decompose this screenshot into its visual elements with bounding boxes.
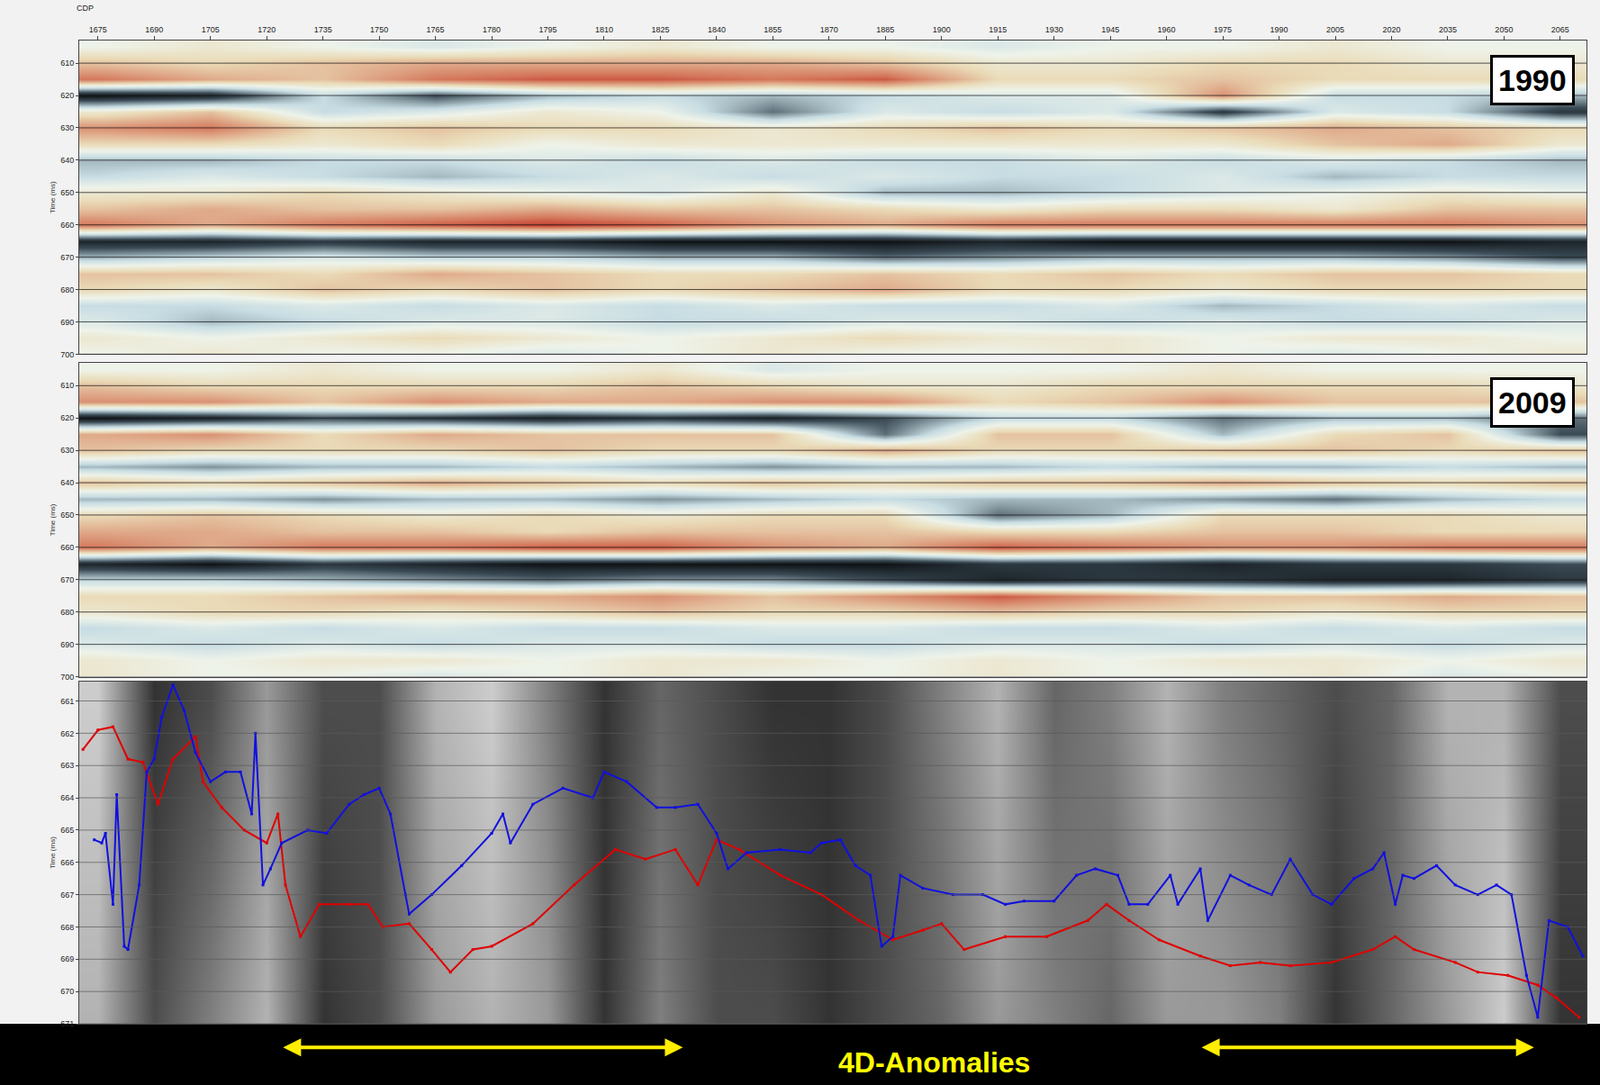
svg-text:1900: 1900 — [932, 25, 951, 35]
svg-text:671: 671 — [60, 1019, 74, 1029]
svg-text:1690: 1690 — [144, 25, 163, 35]
svg-text:660: 660 — [60, 220, 74, 230]
svg-text:668: 668 — [60, 922, 74, 932]
svg-text:660: 660 — [60, 542, 74, 552]
svg-text:662: 662 — [60, 728, 74, 738]
svg-text:670: 670 — [60, 575, 74, 585]
svg-text:1735: 1735 — [314, 25, 333, 35]
svg-text:1990: 1990 — [1270, 25, 1289, 35]
svg-text:661: 661 — [60, 696, 74, 706]
svg-text:1870: 1870 — [820, 25, 839, 35]
svg-text:Time (ms): Time (ms) — [48, 836, 57, 869]
svg-text:610: 610 — [60, 380, 74, 390]
svg-text:663: 663 — [60, 760, 74, 770]
svg-text:667: 667 — [60, 890, 74, 900]
svg-text:1945: 1945 — [1101, 25, 1120, 35]
svg-text:666: 666 — [60, 858, 74, 868]
svg-text:1915: 1915 — [988, 25, 1007, 35]
svg-text:1780: 1780 — [482, 25, 501, 35]
svg-text:620: 620 — [60, 90, 74, 100]
svg-text:1705: 1705 — [201, 25, 220, 35]
svg-text:610: 610 — [60, 58, 74, 68]
svg-text:2020: 2020 — [1382, 25, 1401, 35]
svg-text:2005: 2005 — [1326, 25, 1345, 35]
svg-text:1960: 1960 — [1157, 25, 1176, 35]
svg-text:2035: 2035 — [1438, 25, 1457, 35]
svg-text:2050: 2050 — [1494, 25, 1513, 35]
svg-text:700: 700 — [60, 672, 74, 682]
svg-text:1825: 1825 — [650, 25, 669, 35]
svg-text:4D-Anomalies: 4D-Anomalies — [838, 1046, 1031, 1079]
svg-text:1795: 1795 — [539, 25, 558, 35]
svg-text:640: 640 — [60, 155, 74, 165]
svg-text:2009: 2009 — [1498, 385, 1567, 420]
svg-text:680: 680 — [60, 285, 74, 295]
svg-text:670: 670 — [60, 253, 74, 263]
svg-text:650: 650 — [60, 510, 74, 520]
svg-text:690: 690 — [60, 317, 74, 327]
svg-text:620: 620 — [60, 413, 74, 423]
svg-text:1720: 1720 — [257, 25, 276, 35]
svg-text:1975: 1975 — [1213, 25, 1232, 35]
svg-text:1930: 1930 — [1045, 25, 1064, 35]
svg-text:670: 670 — [60, 986, 74, 996]
svg-text:640: 640 — [60, 478, 74, 488]
svg-text:1810: 1810 — [595, 25, 614, 35]
svg-text:Time (ms): Time (ms) — [48, 503, 57, 536]
svg-text:665: 665 — [60, 825, 74, 835]
svg-text:700: 700 — [60, 350, 74, 360]
svg-text:1855: 1855 — [763, 25, 782, 35]
svg-text:669: 669 — [60, 954, 74, 964]
svg-text:1675: 1675 — [89, 25, 108, 35]
svg-text:Time (ms): Time (ms) — [48, 180, 57, 214]
svg-text:664: 664 — [60, 793, 74, 803]
svg-text:1990: 1990 — [1498, 63, 1567, 98]
svg-text:680: 680 — [60, 607, 74, 617]
svg-text:2065: 2065 — [1551, 25, 1570, 35]
svg-text:1885: 1885 — [876, 25, 895, 35]
svg-text:1765: 1765 — [426, 25, 445, 35]
svg-text:650: 650 — [60, 188, 74, 198]
svg-text:CDP: CDP — [76, 3, 94, 13]
svg-text:630: 630 — [60, 445, 74, 455]
svg-text:690: 690 — [60, 640, 74, 650]
svg-text:630: 630 — [60, 123, 74, 133]
svg-text:1840: 1840 — [707, 25, 726, 35]
svg-text:1750: 1750 — [370, 25, 389, 35]
